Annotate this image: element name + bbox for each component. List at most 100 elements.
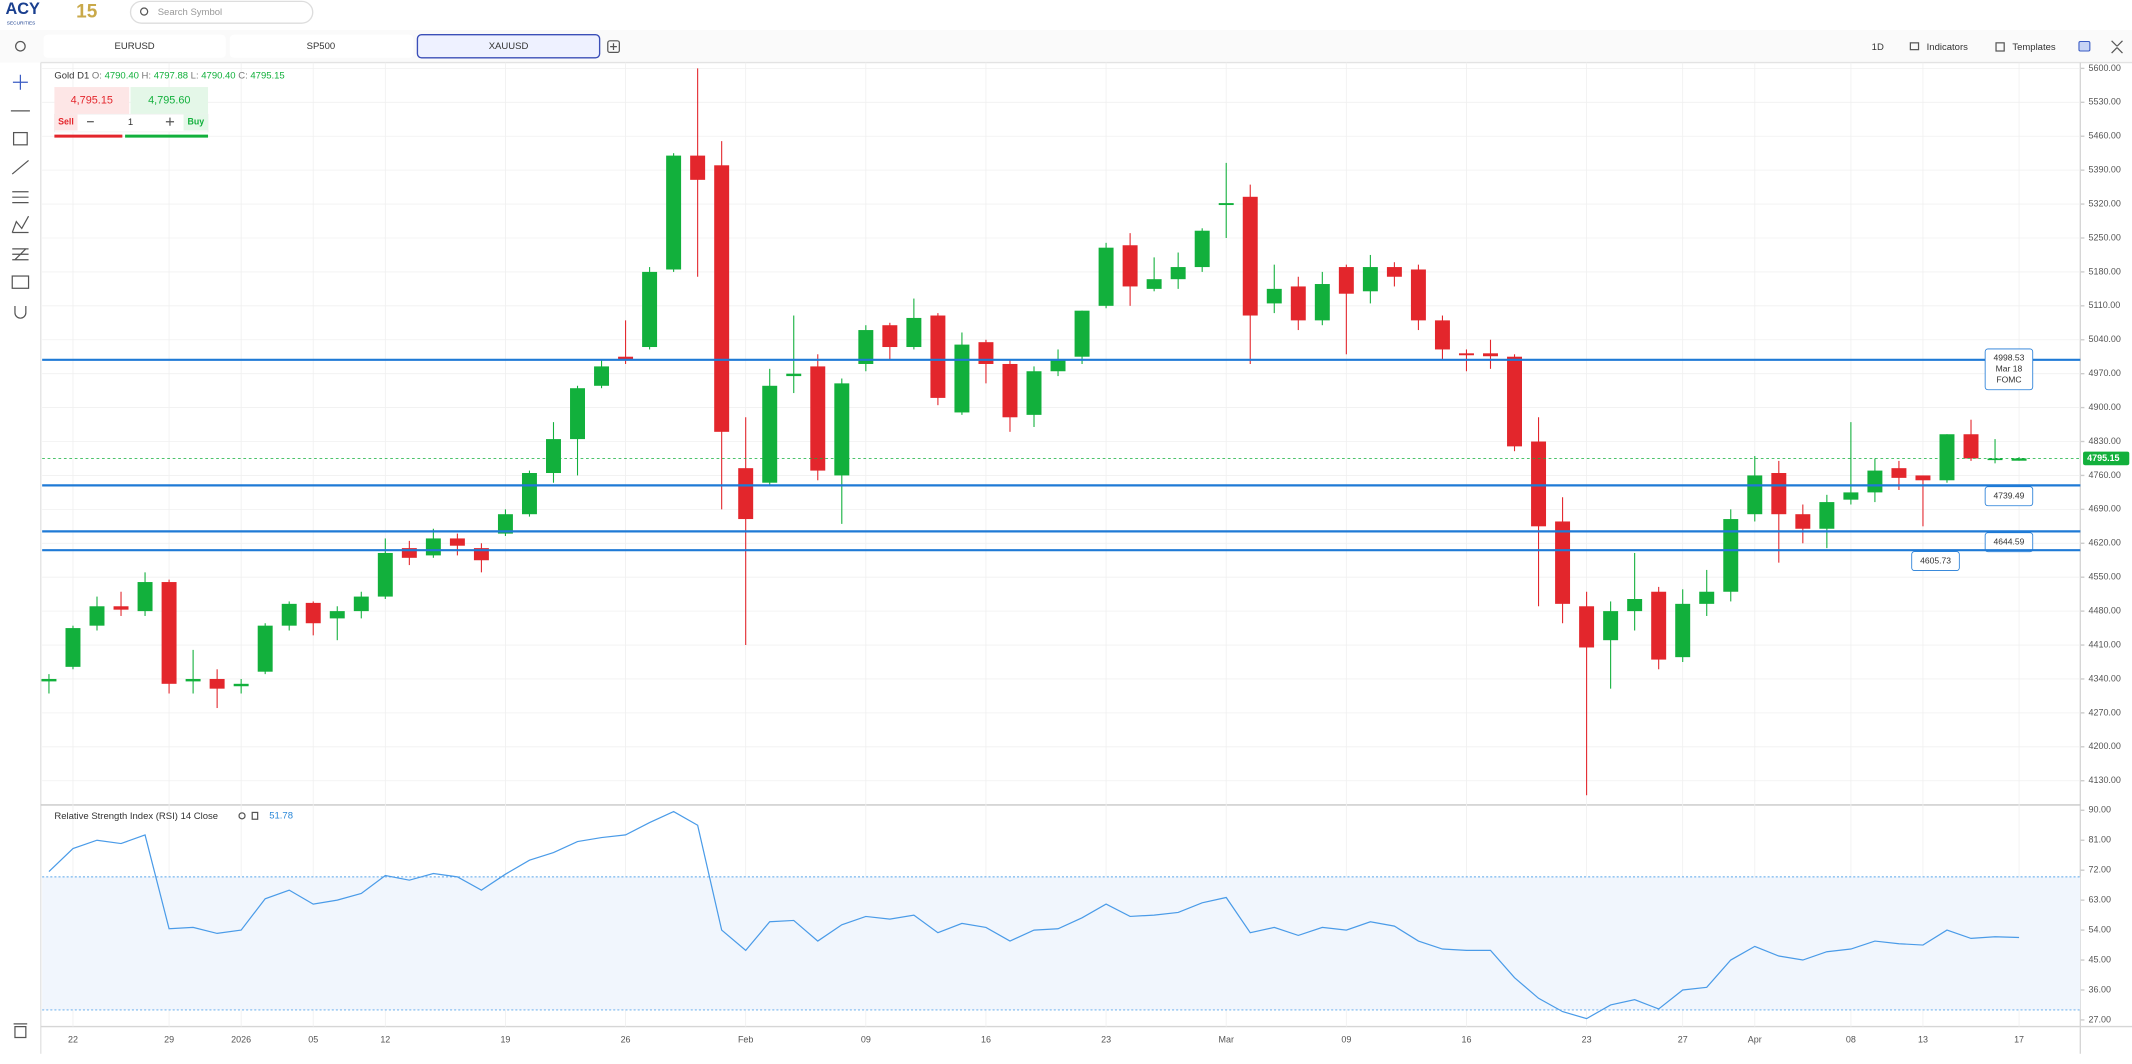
candle-body <box>1915 475 1931 481</box>
rsi-settings[interactable] <box>238 812 246 820</box>
candle-body <box>786 373 802 377</box>
tab[interactable] <box>43 34 226 58</box>
candle-body <box>1362 267 1378 292</box>
sell-underline <box>54 134 123 138</box>
sell-price: 4,795.15 <box>71 95 113 107</box>
y-tick-label: 4270.00 <box>2088 707 2120 717</box>
buy-box[interactable] <box>130 87 209 115</box>
y-tick-label: 4900.00 <box>2088 402 2120 412</box>
channel-tool[interactable] <box>12 248 29 261</box>
x-tick-label: 29 <box>164 1035 174 1045</box>
candle-body <box>1290 286 1306 321</box>
chart-legend: Gold D1 O: 4790.40 H: 4797.88 L: 4790.40… <box>54 70 284 81</box>
trend-tool[interactable] <box>11 159 29 175</box>
field-key: H: <box>142 70 152 81</box>
line-label: 4739.49 <box>1993 491 2024 501</box>
tab[interactable] <box>229 34 414 58</box>
layout-button[interactable] <box>2078 40 2091 52</box>
candle-body <box>594 366 610 386</box>
tab-label: EURUSD <box>115 41 155 52</box>
sell-label: Sell <box>58 117 74 127</box>
candle-body <box>1458 353 1474 356</box>
symbol: Gold <box>54 70 74 81</box>
candle-body <box>353 596 369 612</box>
interval-button[interactable]: 1D <box>1872 42 1884 53</box>
candle-body <box>1242 196 1258 316</box>
add-icon <box>610 43 617 51</box>
templates-icon <box>1995 42 2005 52</box>
candle-body <box>1194 230 1210 268</box>
candle-body <box>497 514 513 534</box>
y-tick-label: 45.00 <box>2088 954 2110 964</box>
candle-body <box>1699 591 1715 604</box>
y-tick-label: 4550.00 <box>2088 572 2120 582</box>
trash-button[interactable] <box>13 1023 28 1039</box>
x-tick-label: 16 <box>1461 1035 1471 1045</box>
y-tick-label: 5390.00 <box>2088 165 2120 175</box>
candle-body <box>185 678 201 682</box>
candle-body <box>89 606 105 626</box>
search-placeholder: Search Symbol <box>158 7 222 18</box>
candle-body <box>1675 603 1691 658</box>
candle-body <box>858 330 874 364</box>
sell-button[interactable] <box>54 114 78 131</box>
x-tick-label: 12 <box>380 1035 390 1045</box>
tab-label: XAUUSD <box>489 41 529 52</box>
chart-layer: 22 29 2026 05 12 19 26 Feb 09 16 23 Mar 09 16 23 27 Apr 0… <box>41 62 2130 1045</box>
y-tick-label: 4410.00 <box>2088 639 2120 649</box>
crosshair-tool[interactable] <box>12 74 28 90</box>
x-tick-label: 23 <box>1101 1035 1111 1045</box>
candle-body <box>305 602 321 624</box>
candle-body <box>521 473 537 515</box>
y-tick-label: 63.00 <box>2088 895 2110 905</box>
rsi-source: Close <box>194 810 218 821</box>
rsi-legend: Relative Strength Index (RSI) 14 Close <box>54 810 218 821</box>
rsi-remove[interactable] <box>251 811 259 820</box>
field-value: 4797.88 <box>154 70 188 81</box>
line-label-box <box>1984 348 2034 391</box>
candle-body <box>1266 288 1282 304</box>
x-tick-label: 16 <box>981 1035 991 1045</box>
top-bar <box>0 0 2132 30</box>
candle-body <box>65 628 81 667</box>
quantity[interactable]: 1 <box>128 117 133 128</box>
indicators-button[interactable]: Indicators <box>1927 42 1968 53</box>
line-label: 4644.59 <box>1993 537 2024 547</box>
y-tick-label: 4690.00 <box>2088 504 2120 514</box>
settings-button[interactable] <box>15 40 26 52</box>
candle-body <box>257 625 273 672</box>
templates-button[interactable]: Templates <box>2012 42 2056 53</box>
candle-body <box>1939 434 1955 481</box>
candle-body <box>1122 245 1138 287</box>
buy-underline <box>125 134 209 138</box>
x-tick-label: 05 <box>308 1035 318 1045</box>
buy-button[interactable] <box>183 114 209 131</box>
tab-active[interactable] <box>416 34 601 59</box>
rect-tool[interactable] <box>12 131 28 146</box>
candle-body <box>1843 492 1859 500</box>
candle-body <box>762 385 778 483</box>
plus-button[interactable] <box>165 117 175 126</box>
last-price-box <box>2083 451 2130 466</box>
sell-box[interactable] <box>54 87 130 115</box>
add-tab[interactable] <box>607 40 620 53</box>
pitchfork-tool[interactable] <box>11 215 30 234</box>
y-tick-label: 90.00 <box>2088 805 2110 815</box>
fib-tool[interactable] <box>12 191 29 204</box>
candle-body <box>1651 591 1667 660</box>
logo-sub: SECURITIES <box>7 20 36 26</box>
candle-body <box>1410 269 1426 321</box>
search-box[interactable] <box>129 0 314 24</box>
candle-body <box>906 317 922 348</box>
y-tick-label: 5180.00 <box>2088 266 2120 276</box>
y-tick-label: 5600.00 <box>2088 63 2120 73</box>
fullscreen-button[interactable] <box>2111 40 2123 54</box>
search-icon <box>139 7 149 16</box>
y-tick-label: 4970.00 <box>2088 368 2120 378</box>
note-tool[interactable] <box>11 275 30 289</box>
line-label-box <box>1911 551 1960 571</box>
logo-badge: 15 <box>76 1 98 22</box>
candle-body <box>233 683 249 687</box>
candle-body <box>834 383 850 476</box>
magnet-tool[interactable] <box>14 305 27 319</box>
